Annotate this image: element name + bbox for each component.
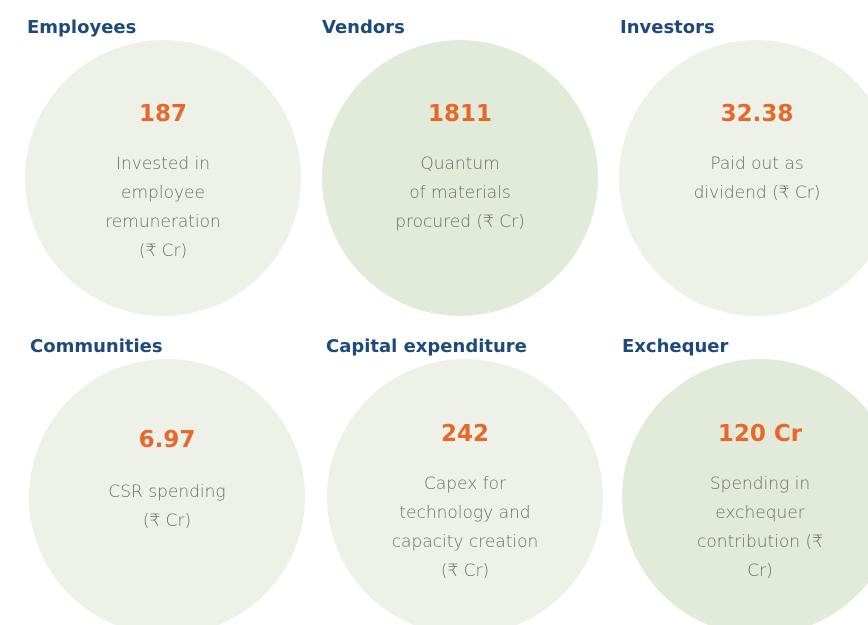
description-line: exchequer [715, 503, 805, 523]
description-line: dividend (₹ Cr) [694, 183, 821, 203]
description-line: of materials [409, 183, 511, 203]
description-line: Cr) [747, 561, 773, 581]
heading: Investors [620, 17, 715, 38]
circle [29, 359, 305, 625]
circle [322, 40, 598, 316]
description-line: procured (₹ Cr) [395, 212, 525, 232]
description-line: (₹ Cr) [139, 241, 187, 261]
circle [622, 359, 868, 625]
description-line: employee [121, 183, 205, 203]
description-line: CSR spending [108, 482, 225, 502]
circle [25, 40, 301, 316]
value: 6.97 [139, 427, 196, 453]
heading: Capital expenditure [326, 336, 527, 357]
heading: Communities [30, 336, 163, 357]
description-line: contribution (₹ [697, 532, 823, 552]
description-line: Invested in [116, 154, 210, 174]
description-line: (₹ Cr) [143, 511, 191, 531]
value: 242 [441, 421, 489, 447]
description-line: capacity creation [392, 532, 539, 552]
description-line: Spending in [710, 474, 810, 494]
heading: Exchequer [622, 336, 729, 357]
value: 120 Cr [718, 421, 803, 447]
description-line: Capex for [424, 474, 506, 494]
description-line: (₹ Cr) [441, 561, 489, 581]
value: 32.38 [721, 101, 794, 127]
heading: Vendors [322, 17, 405, 38]
value: 1811 [428, 101, 492, 127]
description-line: Paid out as [710, 154, 803, 174]
value: 187 [139, 101, 187, 127]
description-line: remuneration [105, 212, 221, 232]
circle [619, 40, 868, 316]
description-line: technology and [399, 503, 530, 523]
circle [327, 359, 603, 625]
description-line: Quantum [420, 154, 499, 174]
heading: Employees [27, 17, 136, 38]
